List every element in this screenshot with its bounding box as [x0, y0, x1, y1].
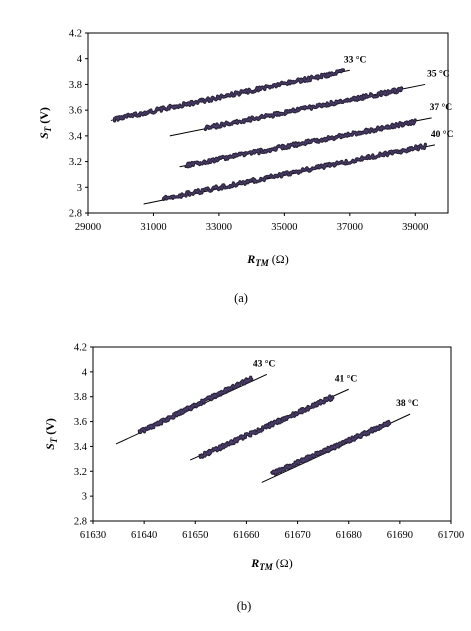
caption-a: (a) — [234, 291, 248, 305]
x-axis-label-a: RTM (Ω) — [246, 252, 288, 268]
data-points-highlight — [162, 144, 426, 200]
series-label: 41 °C — [335, 373, 358, 384]
x-tick-label: 33000 — [206, 222, 232, 233]
tick-layer-b: 2.8 3 3.2 3.4 3.6 3.8 4 4.2 61630 61640 61650 61660… — [74, 343, 464, 542]
plot-area-b — [92, 346, 452, 522]
series-label: 33 °C — [344, 54, 367, 65]
y-tick-label: 3.2 — [74, 467, 87, 478]
y-tick-label: 2.8 — [69, 209, 82, 220]
chart-panel-b: 2.8 3 3.2 3.4 3.6 3.8 4 4.2 61630 61640 61650 61660… — [43, 343, 464, 614]
x-tick-label: 61690 — [387, 530, 413, 541]
y-tick-label: 3.8 — [69, 80, 82, 91]
x-tick-label: 61680 — [336, 530, 362, 541]
data-points-highlight — [271, 420, 390, 475]
x-tick-label: 39000 — [402, 222, 428, 233]
y-tick-label: 3 — [82, 492, 87, 503]
tick-layer-a: 2.8 3 3.2 3.4 3.6 3.8 4 4.2 29000 31000 33000 35000… — [69, 29, 429, 234]
y-tick-label: 4 — [77, 54, 83, 65]
x-tick-label: 61670 — [284, 530, 310, 541]
series-label: 43 °C — [253, 358, 276, 369]
y-axis-label-a: ST (V) — [37, 107, 53, 139]
x-tick-label: 61640 — [131, 530, 157, 541]
x-tick-label: 61700 — [438, 530, 464, 541]
x-tick-label: 29000 — [75, 222, 101, 233]
y-tick-label: 3.2 — [69, 157, 82, 168]
series-label: 35 °C — [427, 68, 450, 79]
data-layer-b — [115, 373, 411, 483]
y-tick-label: 3 — [77, 183, 82, 194]
y-tick-label: 3.4 — [74, 442, 88, 453]
plot-area-a — [87, 32, 449, 214]
data-points-highlight — [138, 376, 252, 433]
x-tick-label: 37000 — [337, 222, 363, 233]
x-tick-label: 31000 — [140, 222, 166, 233]
data-points-highlight — [199, 395, 334, 458]
caption-b: (b) — [237, 599, 252, 613]
data-points-highlight — [114, 69, 344, 121]
y-tick-label: 4.2 — [69, 29, 82, 40]
y-axis-label-b: ST (V) — [43, 418, 59, 450]
series-label: 38 °C — [396, 398, 419, 409]
data-points-highlight — [204, 87, 403, 130]
x-tick-label: 61630 — [80, 530, 106, 541]
series-label: 40 °C — [431, 129, 454, 140]
data-layer-a — [110, 68, 436, 205]
x-tick-label: 35000 — [271, 222, 297, 233]
y-tick-label: 3.4 — [69, 131, 83, 142]
x-axis-label-b: RTM (Ω) — [250, 556, 292, 572]
y-tick-label: 2.8 — [74, 517, 87, 528]
x-tick-label: 61650 — [182, 530, 208, 541]
data-points-highlight — [185, 119, 416, 168]
series-label-layer-a: 33 °C 35 °C 37 °C 40 °C — [344, 54, 454, 140]
chart-panel-a: 2.8 3 3.2 3.4 3.6 3.8 4 4.2 29000 31000 33000 35000… — [37, 29, 454, 306]
x-tick-label: 61660 — [233, 530, 259, 541]
y-tick-label: 3.6 — [74, 417, 87, 428]
y-tick-label: 4 — [82, 367, 88, 378]
y-tick-label: 3.8 — [74, 392, 87, 403]
y-tick-label: 3.6 — [69, 106, 82, 117]
series-label-layer-b: 43 °C 41 °C 38 °C — [253, 358, 419, 409]
y-tick-label: 4.2 — [74, 343, 87, 354]
series-label: 37 °C — [430, 102, 453, 113]
